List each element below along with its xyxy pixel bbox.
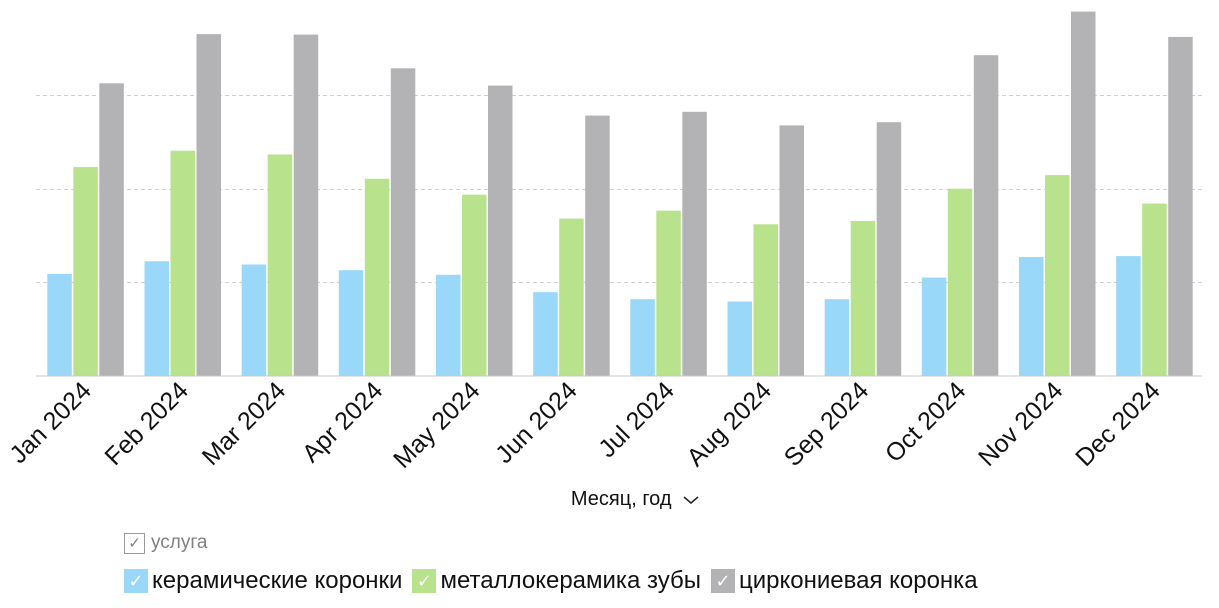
bar-2-12[interactable]	[1142, 203, 1167, 376]
legend-label: металлокерамика зубы	[440, 567, 701, 594]
legend-item-2[interactable]: ✓ металлокерамика зубы	[412, 567, 701, 595]
check-icon[interactable]: ✓	[710, 569, 735, 593]
x-axis-title[interactable]: Месяц, год	[0, 488, 1219, 511]
bar-1-1[interactable]	[47, 273, 72, 376]
bar-2-8[interactable]	[753, 224, 779, 376]
bar-3-3[interactable]	[293, 34, 319, 376]
gridlines	[36, 95, 1202, 283]
x-tick-label: Oct 2024	[880, 376, 972, 468]
check-icon[interactable]: ✓	[124, 569, 148, 593]
check-icon[interactable]: ✓	[124, 532, 145, 554]
bar-1-6[interactable]	[533, 292, 558, 376]
legend-label: циркониевая коронка	[738, 567, 978, 594]
bar-2-11[interactable]	[1045, 175, 1070, 376]
bar-2-10[interactable]	[947, 188, 973, 376]
x-axis-title-text: Месяц, год	[570, 488, 672, 510]
x-tick-label: Nov 2024	[973, 376, 1069, 472]
bar-2-7[interactable]	[656, 210, 681, 376]
bar-2-9[interactable]	[850, 221, 876, 376]
bar-2-2[interactable]	[170, 150, 196, 376]
bar-1-10[interactable]	[921, 277, 947, 376]
x-tick-label: Jun 2024	[490, 376, 583, 469]
bar-3-11[interactable]	[1071, 11, 1096, 376]
x-tick-label: Mar 2024	[197, 376, 292, 471]
bar-1-4[interactable]	[338, 270, 364, 376]
bar-1-8[interactable]	[727, 301, 753, 377]
bar-1-5[interactable]	[436, 274, 461, 376]
chevron-down-icon[interactable]	[683, 488, 699, 511]
x-tick-label: Sep 2024	[779, 376, 875, 472]
bar-2-3[interactable]	[267, 154, 293, 377]
bar-3-1[interactable]	[99, 83, 124, 377]
x-tick-label: Feb 2024	[99, 376, 194, 471]
legend-title-row[interactable]: ✓ услуга	[124, 530, 207, 556]
x-tick-label: Apr 2024	[297, 376, 389, 468]
bar-1-11[interactable]	[1019, 257, 1044, 376]
check-icon[interactable]: ✓	[412, 569, 437, 593]
legend-item-3[interactable]: ✓ циркониевая коронка	[710, 567, 978, 595]
bar-2-6[interactable]	[559, 218, 584, 376]
x-tick-label: Jan 2024	[4, 376, 97, 469]
x-tick-label: Dec 2024	[1070, 376, 1166, 472]
bar-3-12[interactable]	[1168, 36, 1193, 377]
bar-3-5[interactable]	[488, 85, 513, 376]
x-tick-label: May 2024	[388, 376, 486, 474]
bar-3-9[interactable]	[876, 122, 902, 376]
bar-1-12[interactable]	[1116, 256, 1141, 376]
bar-1-2[interactable]	[144, 261, 170, 376]
bars	[47, 11, 1193, 377]
bar-3-2[interactable]	[196, 34, 222, 376]
legend-title: услуга	[151, 532, 208, 553]
x-tick-labels: Jan 2024 Feb 2024 Mar 2024 Apr 2024 May 2024…	[4, 376, 1165, 474]
bar-3-8[interactable]	[779, 125, 805, 377]
x-tick-label: Aug 2024	[682, 376, 778, 472]
legend: ✓ керамические коронки ✓ металлокерамика зу…	[124, 566, 988, 596]
legend-item-1[interactable]: ✓ керамические коронки	[124, 567, 402, 595]
x-tick-label: Jul 2024	[593, 376, 680, 463]
bar-1-3[interactable]	[241, 264, 267, 377]
bar-3-10[interactable]	[973, 55, 999, 376]
bar-1-9[interactable]	[824, 299, 850, 376]
bar-1-7[interactable]	[630, 299, 655, 376]
legend-label: керамические коронки	[152, 567, 403, 594]
bar-3-7[interactable]	[682, 111, 707, 377]
bar-2-5[interactable]	[462, 194, 487, 376]
bar-3-4[interactable]	[390, 68, 416, 377]
bar-2-4[interactable]	[364, 178, 390, 376]
bar-3-6[interactable]	[585, 115, 610, 376]
bar-2-1[interactable]	[73, 167, 98, 376]
